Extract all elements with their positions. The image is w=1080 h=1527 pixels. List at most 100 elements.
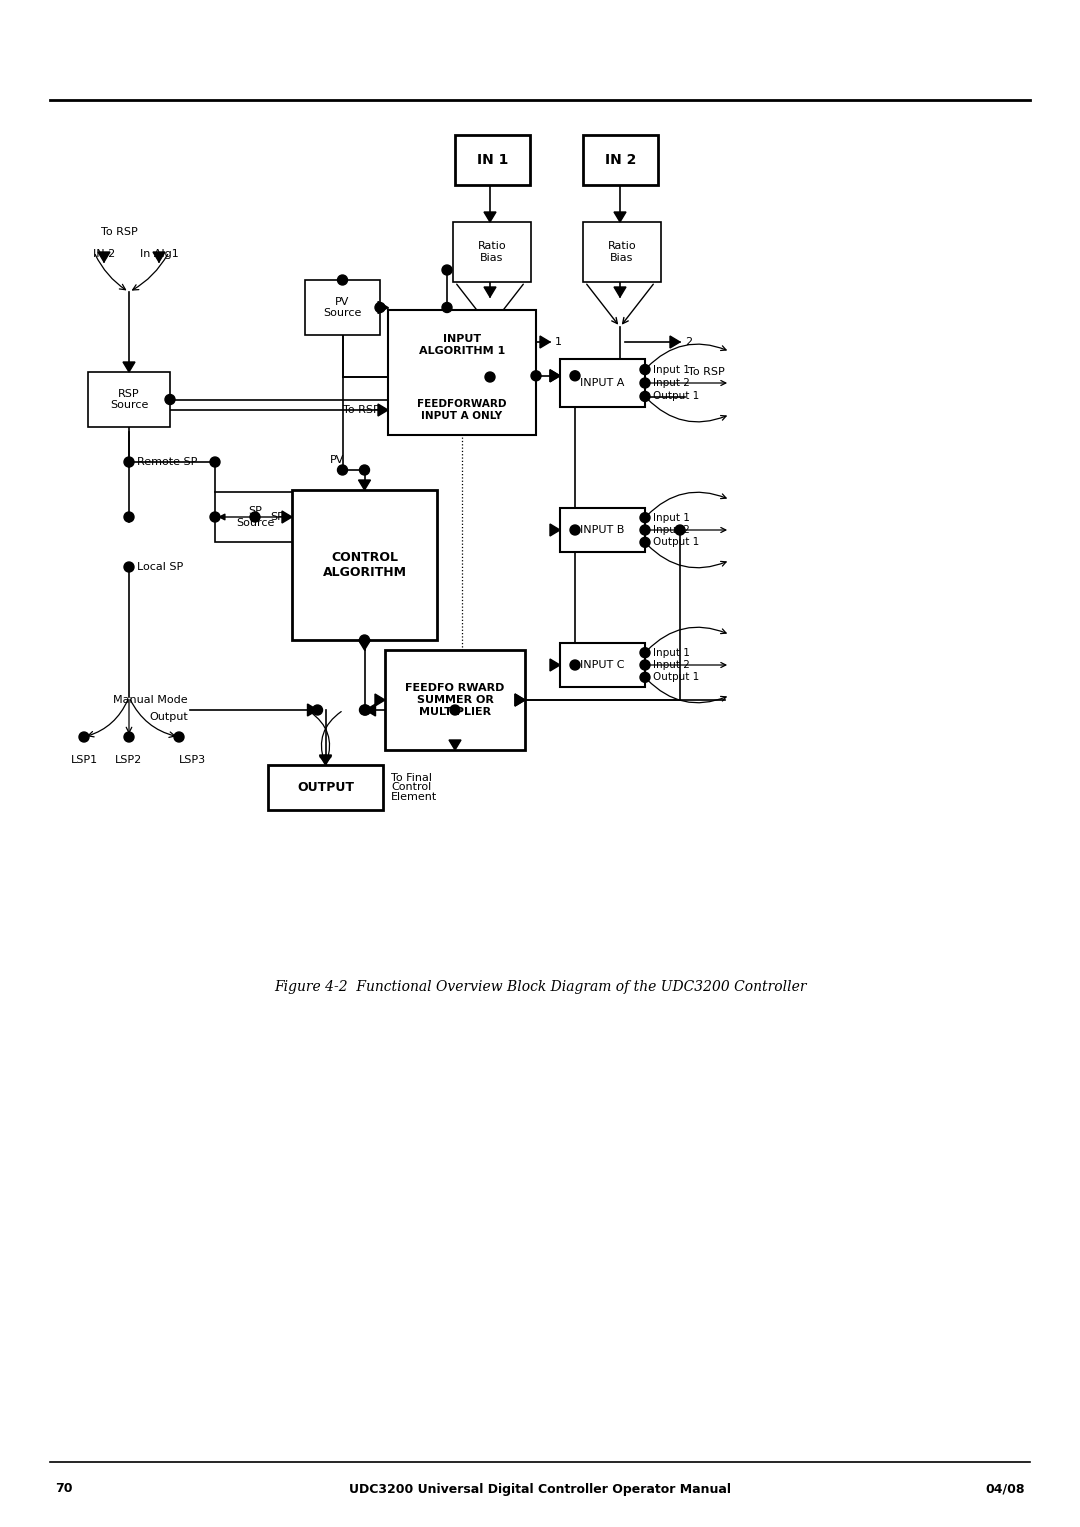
Text: INPUT B: INPUT B [580, 525, 624, 534]
Text: Control: Control [391, 782, 431, 793]
Text: PV
Source: PV Source [323, 296, 362, 318]
Polygon shape [550, 660, 561, 670]
Circle shape [640, 513, 650, 522]
Text: SP: SP [270, 512, 284, 522]
Polygon shape [308, 704, 318, 716]
Circle shape [675, 525, 685, 534]
Text: Ratio
Bias: Ratio Bias [477, 241, 507, 263]
Circle shape [79, 731, 89, 742]
Text: LSP1: LSP1 [70, 754, 97, 765]
Text: FEEDFO RWARD
SUMMER OR
MULTIPLIER: FEEDFO RWARD SUMMER OR MULTIPLIER [405, 684, 504, 716]
Bar [455, 134, 530, 185]
Bar [561, 643, 645, 687]
Text: CONTROL
ALGORITHM: CONTROL ALGORITHM [323, 551, 406, 579]
Polygon shape [449, 741, 461, 750]
Circle shape [531, 371, 541, 380]
Circle shape [570, 660, 580, 670]
Circle shape [640, 365, 650, 374]
Text: Local SP: Local SP [137, 562, 184, 573]
Circle shape [124, 512, 134, 522]
Circle shape [360, 705, 369, 715]
Circle shape [174, 731, 184, 742]
Polygon shape [98, 252, 110, 263]
Polygon shape [359, 479, 370, 490]
Circle shape [124, 562, 134, 573]
Bar [561, 359, 645, 408]
Text: To RSP: To RSP [100, 228, 137, 237]
Polygon shape [515, 693, 525, 705]
Text: Figure 4-2  Functional Overview Block Diagram of the UDC3200 Controller: Figure 4-2 Functional Overview Block Dia… [273, 980, 807, 994]
Polygon shape [484, 212, 496, 221]
Polygon shape [153, 252, 165, 263]
Polygon shape [540, 336, 550, 348]
Bar [87, 373, 170, 428]
Text: OUTPUT: OUTPUT [297, 780, 354, 794]
Text: Input 2: Input 2 [653, 660, 690, 670]
Polygon shape [670, 336, 680, 348]
Circle shape [570, 525, 580, 534]
Text: Output 1: Output 1 [653, 391, 699, 402]
Circle shape [360, 466, 369, 475]
Circle shape [640, 672, 650, 683]
Circle shape [640, 647, 650, 658]
Circle shape [165, 394, 175, 405]
Text: LSP2: LSP2 [116, 754, 143, 765]
Text: 70: 70 [55, 1483, 72, 1495]
Text: Output 1: Output 1 [653, 672, 699, 683]
Circle shape [337, 275, 348, 286]
Polygon shape [375, 693, 384, 705]
Bar [453, 221, 531, 282]
Polygon shape [550, 370, 561, 382]
Text: Input 1: Input 1 [653, 365, 690, 374]
Circle shape [360, 635, 369, 644]
Bar [215, 492, 295, 542]
Text: Input 1: Input 1 [653, 513, 690, 522]
Text: Manual Mode: Manual Mode [113, 695, 188, 705]
Circle shape [485, 373, 495, 382]
Text: RSP
Source: RSP Source [110, 389, 148, 411]
Circle shape [210, 512, 220, 522]
Polygon shape [484, 287, 496, 296]
Circle shape [442, 302, 453, 313]
Text: In Alg1: In Alg1 [139, 249, 178, 260]
Polygon shape [615, 212, 626, 221]
Text: Output 1: Output 1 [653, 538, 699, 547]
Circle shape [640, 379, 650, 388]
Bar [384, 651, 525, 750]
Text: PV: PV [330, 455, 345, 466]
Polygon shape [615, 287, 626, 296]
Text: Output: Output [149, 712, 188, 722]
Polygon shape [123, 362, 135, 373]
Text: LSP3: LSP3 [179, 754, 206, 765]
Circle shape [337, 466, 348, 475]
Circle shape [570, 371, 580, 380]
Bar [583, 221, 661, 282]
Polygon shape [378, 405, 388, 415]
Circle shape [375, 302, 384, 313]
Text: INPUT
ALGORITHM 1: INPUT ALGORITHM 1 [419, 334, 505, 356]
Text: Input 2: Input 2 [653, 379, 690, 388]
Text: INPUT A: INPUT A [580, 379, 624, 388]
Text: FEEDFORWARD
INPUT A ONLY: FEEDFORWARD INPUT A ONLY [417, 399, 507, 421]
Text: Input 1: Input 1 [653, 647, 690, 658]
Circle shape [442, 266, 453, 275]
Circle shape [640, 525, 650, 534]
Circle shape [640, 660, 650, 670]
Polygon shape [359, 640, 370, 651]
Polygon shape [365, 704, 376, 716]
Circle shape [361, 705, 370, 715]
Text: To Final: To Final [391, 773, 432, 783]
Circle shape [312, 705, 323, 715]
Bar [388, 310, 536, 435]
Circle shape [124, 731, 134, 742]
Circle shape [249, 512, 260, 522]
Polygon shape [550, 524, 561, 536]
Bar [561, 508, 645, 551]
Text: UDC3200 Universal Digital Controller Operator Manual: UDC3200 Universal Digital Controller Ope… [349, 1483, 731, 1495]
Circle shape [640, 538, 650, 547]
Bar [268, 765, 383, 809]
Text: SP
Source: SP Source [235, 505, 274, 528]
Text: IN 2: IN 2 [93, 249, 116, 260]
Bar [583, 134, 658, 185]
Polygon shape [320, 754, 332, 765]
